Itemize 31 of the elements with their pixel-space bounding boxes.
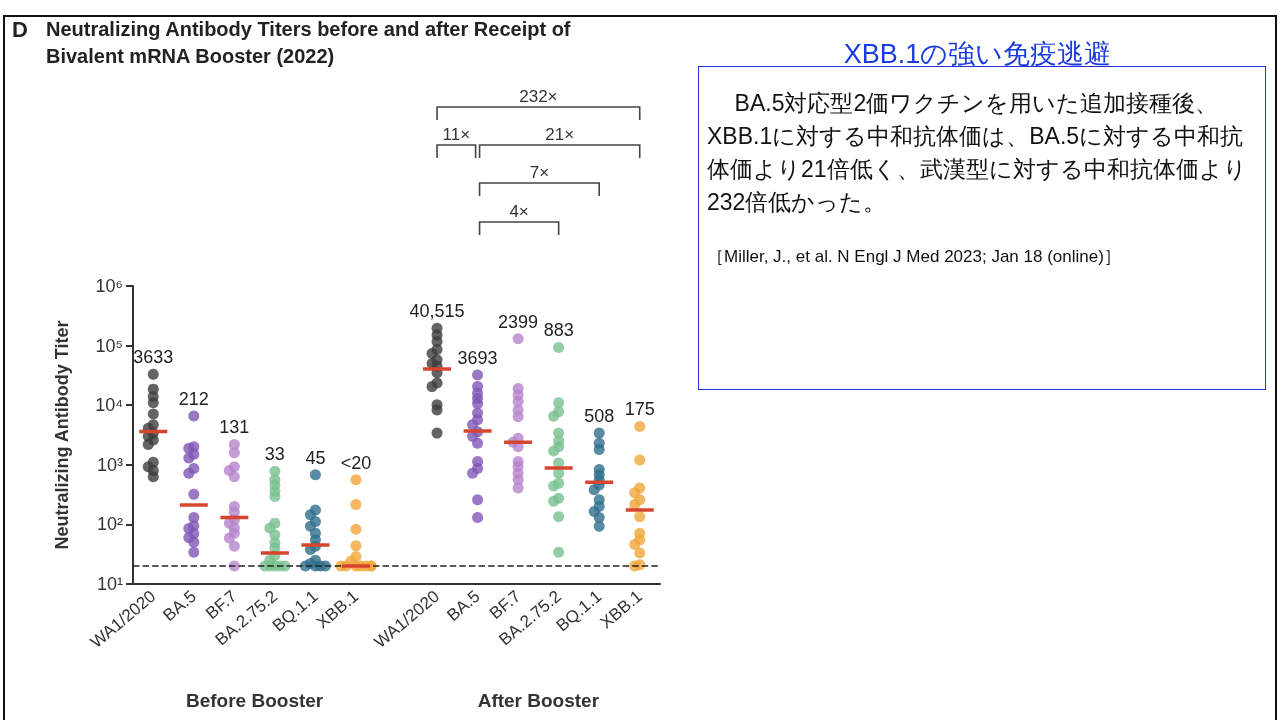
text: <20 (340, 452, 372, 473)
text: 232× (519, 87, 558, 106)
y-tick-label: 10² (96, 514, 124, 535)
text: 131 (219, 417, 250, 438)
text: BA.5対応型2価ワクチンを用いた追加接種後、XBB.1に対する中和抗体価は、BA.5に対する中和抗体価より21倍低く、武漢型に対する中和抗体価より232倍低かった。 (707, 89, 1248, 217)
text: 212 (178, 388, 209, 409)
text: 11× (442, 125, 471, 144)
text: 508 (584, 406, 615, 427)
text: XBB.1の強い免疫逃避 (842, 38, 1113, 71)
text: 3633 (133, 347, 174, 368)
y-tick-label: 10¹ (96, 574, 124, 594)
y-axis-title: Neutralizing Antibody Titer (52, 320, 72, 550)
text: ［Miller, J., et al. N Engl J Med 2023; Jan 18 (online)］ (707, 246, 1122, 268)
chart-title: Neutralizing Antibody Titers before and after Receipt of Bivalent mRNA Booster (2022) (46, 17, 572, 69)
text: Before Booster (185, 690, 324, 711)
text: 883 (543, 320, 574, 341)
text: 45 (305, 447, 326, 468)
text: 2399 (498, 311, 539, 332)
text: 21× (545, 125, 575, 144)
y-tick-label: 10⁵ (95, 335, 123, 356)
text: D (12, 17, 28, 42)
text: 7× (529, 163, 550, 182)
text: 4× (509, 202, 529, 221)
text: After Booster (477, 690, 600, 711)
y-tick-label: 10⁴ (95, 395, 123, 416)
y-tick-label: 10⁶ (95, 276, 123, 296)
text: 40,515 (409, 301, 465, 322)
text: 33 (264, 444, 285, 465)
text: 175 (624, 399, 655, 420)
y-tick-label: 10³ (96, 454, 124, 475)
text: 3693 (457, 348, 498, 369)
